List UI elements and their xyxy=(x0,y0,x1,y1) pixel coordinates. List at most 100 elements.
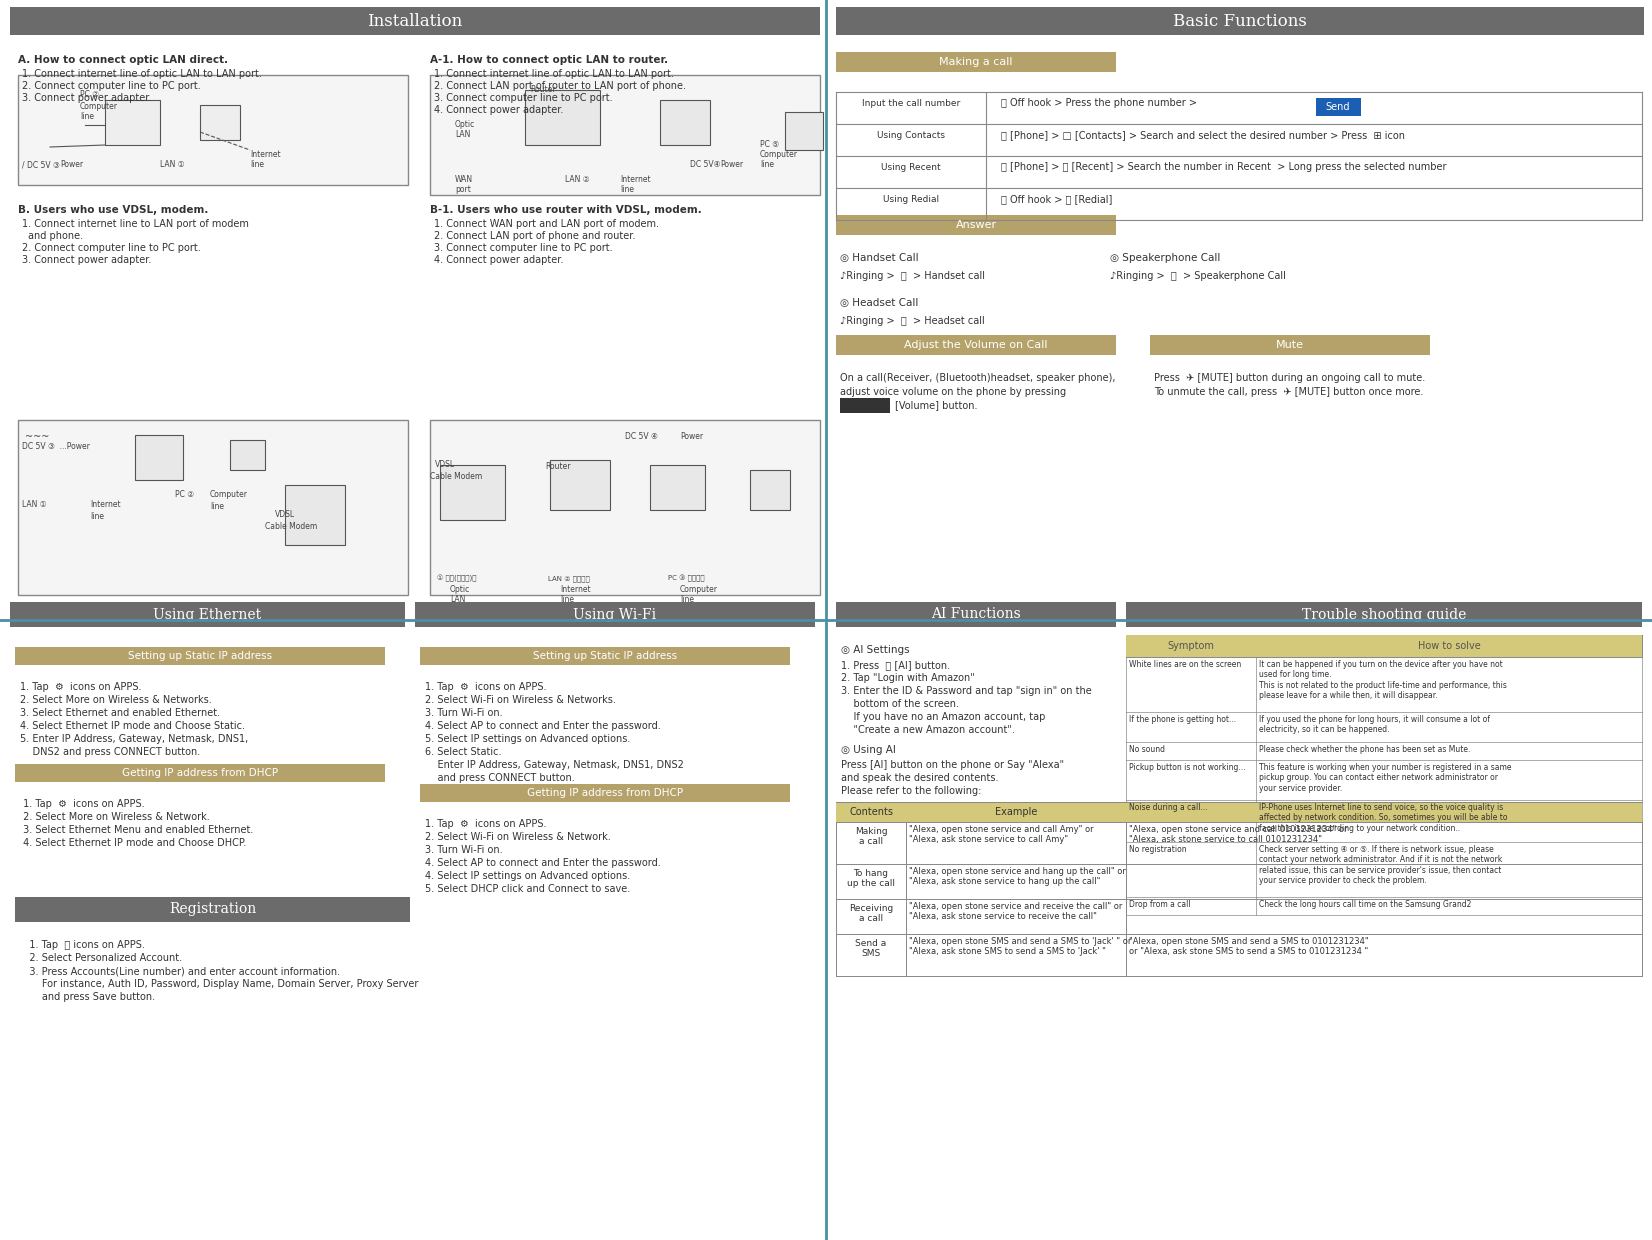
Bar xyxy=(415,601,814,627)
Bar xyxy=(649,465,705,510)
Text: 3. Turn Wi-Fi on.: 3. Turn Wi-Fi on. xyxy=(425,708,502,718)
Text: LAN ② 인터넷선: LAN ② 인터넷선 xyxy=(548,575,590,582)
Text: 🔵 [Phone] > 🔄 [Recent] > Search the number in Recent  > Long press the selected : 🔵 [Phone] > 🔄 [Recent] > Search the numb… xyxy=(1001,162,1447,172)
Text: Trouble shooting guide: Trouble shooting guide xyxy=(1302,608,1467,621)
Text: Basic Functions: Basic Functions xyxy=(1173,12,1307,30)
Text: adjust voice volume on the phone by pressing: adjust voice volume on the phone by pres… xyxy=(839,387,1066,397)
Text: ♪Ringing >  🔔  > Handset call: ♪Ringing > 🔔 > Handset call xyxy=(839,272,985,281)
Text: Using Wi-Fi: Using Wi-Fi xyxy=(573,608,656,621)
Text: DC 5V ④: DC 5V ④ xyxy=(624,432,657,441)
Bar xyxy=(15,764,385,782)
Text: Noise during a call...: Noise during a call... xyxy=(1128,804,1208,812)
Text: Mute: Mute xyxy=(1275,340,1303,350)
Text: ◎ Handset Call: ◎ Handset Call xyxy=(839,253,919,263)
Text: / DC 5V ③: / DC 5V ③ xyxy=(21,160,59,169)
Text: and press Save button.: and press Save button. xyxy=(20,992,155,1002)
Text: This feature is working when your number is registered in a same
pickup group. Y: This feature is working when your number… xyxy=(1259,763,1512,792)
Text: "Alexa, open stone service and receive the call" or
"Alexa, ask stone service to: "Alexa, open stone service and receive t… xyxy=(909,901,1122,921)
Text: 1. Tap  ⚙  icons on APPS.: 1. Tap ⚙ icons on APPS. xyxy=(20,799,145,808)
Text: To hang
up the call: To hang up the call xyxy=(847,869,895,888)
Text: 5. Select DHCP click and Connect to save.: 5. Select DHCP click and Connect to save… xyxy=(425,884,631,894)
Text: If you used the phone for long hours, it will consume a lot of
electricity, so i: If you used the phone for long hours, it… xyxy=(1259,715,1490,734)
Text: Enter IP Address, Gateway, Netmask, DNS1, DNS2: Enter IP Address, Gateway, Netmask, DNS1… xyxy=(425,760,684,770)
Text: No registration: No registration xyxy=(1128,844,1186,854)
Text: Registration: Registration xyxy=(169,903,256,916)
Text: Router: Router xyxy=(545,463,570,471)
Text: 4. Select Ethernet IP mode and Choose DHCP.: 4. Select Ethernet IP mode and Choose DH… xyxy=(20,838,246,848)
Text: ◎ Headset Call: ◎ Headset Call xyxy=(839,298,919,308)
Text: LAN ②: LAN ② xyxy=(565,175,590,184)
Text: Send: Send xyxy=(1327,102,1350,112)
Text: 4. Connect power adapter.: 4. Connect power adapter. xyxy=(434,105,563,115)
Text: Using Ethernet: Using Ethernet xyxy=(154,608,261,621)
Text: Getting IP address from DHCP: Getting IP address from DHCP xyxy=(122,768,278,777)
Text: 1. Press  🔵 [AI] button.: 1. Press 🔵 [AI] button. xyxy=(841,660,950,670)
Bar xyxy=(1317,98,1361,117)
Text: No sound: No sound xyxy=(1128,745,1165,754)
Bar xyxy=(439,465,506,520)
Text: IP-Phone uses Internet line to send voice, so the voice quality is
affected by n: IP-Phone uses Internet line to send voic… xyxy=(1259,804,1508,833)
Bar xyxy=(420,647,790,665)
Text: LAN: LAN xyxy=(454,130,471,139)
Text: Send a
SMS: Send a SMS xyxy=(856,939,887,959)
Text: Please refer to the following:: Please refer to the following: xyxy=(841,786,981,796)
Text: Using Redial: Using Redial xyxy=(882,195,938,203)
Text: line: line xyxy=(79,112,94,122)
Text: 4. Select AP to connect and Enter the password.: 4. Select AP to connect and Enter the pa… xyxy=(425,720,661,732)
Text: 2. Select Wi-Fi on Wireless & Networks.: 2. Select Wi-Fi on Wireless & Networks. xyxy=(425,694,616,706)
Text: Press [AI] button on the phone or Say "Alexa": Press [AI] button on the phone or Say "A… xyxy=(841,760,1064,770)
Text: Using Recent: Using Recent xyxy=(881,162,940,171)
Text: Internet: Internet xyxy=(249,150,281,159)
Bar xyxy=(286,485,345,546)
Text: LAN ①: LAN ① xyxy=(160,160,185,169)
Bar xyxy=(836,601,1117,627)
Text: Power: Power xyxy=(720,160,743,169)
Bar xyxy=(15,647,385,665)
Text: and press CONNECT button.: and press CONNECT button. xyxy=(425,773,575,782)
Text: Router: Router xyxy=(530,86,555,94)
Bar xyxy=(839,398,890,413)
Text: 3. Connect computer line to PC port.: 3. Connect computer line to PC port. xyxy=(434,93,613,103)
Text: line: line xyxy=(620,185,634,193)
Text: 5. Select IP settings on Advanced options.: 5. Select IP settings on Advanced option… xyxy=(425,734,631,744)
Text: Contents: Contents xyxy=(849,807,894,817)
Bar xyxy=(836,215,1117,236)
Text: 3. Press Accounts(Line number) and enter account information.: 3. Press Accounts(Line number) and enter… xyxy=(20,966,340,976)
Text: line: line xyxy=(210,502,225,511)
Text: "Create a new Amazon account".: "Create a new Amazon account". xyxy=(841,725,1014,735)
Text: line: line xyxy=(560,595,573,604)
Bar xyxy=(836,7,1644,35)
Text: WAN: WAN xyxy=(454,175,472,184)
Text: Making
a call: Making a call xyxy=(854,827,887,847)
Text: 6. Select Static.: 6. Select Static. xyxy=(425,746,502,756)
Text: line: line xyxy=(760,160,775,169)
Text: 3. Enter the ID & Password and tap "sign in" on the: 3. Enter the ID & Password and tap "sign… xyxy=(841,686,1092,696)
Text: LAN: LAN xyxy=(449,595,466,604)
Bar xyxy=(1150,335,1431,355)
Text: 4. Select IP settings on Advanced options.: 4. Select IP settings on Advanced option… xyxy=(425,870,631,880)
Bar xyxy=(836,52,1117,72)
Text: "Alexa, open stone SMS and send a SMS to 'Jack' " or
"Alexa, ask stone SMS to se: "Alexa, open stone SMS and send a SMS to… xyxy=(909,937,1132,956)
Text: and phone.: and phone. xyxy=(28,231,83,241)
Bar xyxy=(525,91,600,145)
Text: AI Functions: AI Functions xyxy=(932,608,1021,621)
Text: 3. Connect power adapter.: 3. Connect power adapter. xyxy=(21,93,152,103)
Text: ◎ Using AI: ◎ Using AI xyxy=(841,745,895,755)
Text: Pickup button is not working...: Pickup button is not working... xyxy=(1128,763,1246,773)
Text: Optic: Optic xyxy=(449,585,471,594)
Text: ♪Ringing >  🎧  > Headset call: ♪Ringing > 🎧 > Headset call xyxy=(839,316,985,326)
Text: LAN ①: LAN ① xyxy=(21,500,46,508)
Text: 1. Tap  📱 icons on APPS.: 1. Tap 📱 icons on APPS. xyxy=(20,940,145,950)
Text: 2. Select More on Wireless & Networks.: 2. Select More on Wireless & Networks. xyxy=(20,694,211,706)
Text: 1. Tap  ⚙  icons on APPS.: 1. Tap ⚙ icons on APPS. xyxy=(425,682,547,692)
Text: line: line xyxy=(681,595,694,604)
Text: 1. Tap  ⚙  icons on APPS.: 1. Tap ⚙ icons on APPS. xyxy=(20,682,142,692)
Text: Internet: Internet xyxy=(89,500,121,508)
Text: 2. Select Wi-Fi on Wireless & Network.: 2. Select Wi-Fi on Wireless & Network. xyxy=(425,832,611,842)
Text: Internet: Internet xyxy=(620,175,651,184)
Text: Setting up Static IP address: Setting up Static IP address xyxy=(127,651,273,661)
Text: Power: Power xyxy=(59,160,83,169)
Text: line: line xyxy=(249,160,264,169)
Text: [Volume] button.: [Volume] button. xyxy=(895,401,978,410)
Bar xyxy=(836,802,905,822)
